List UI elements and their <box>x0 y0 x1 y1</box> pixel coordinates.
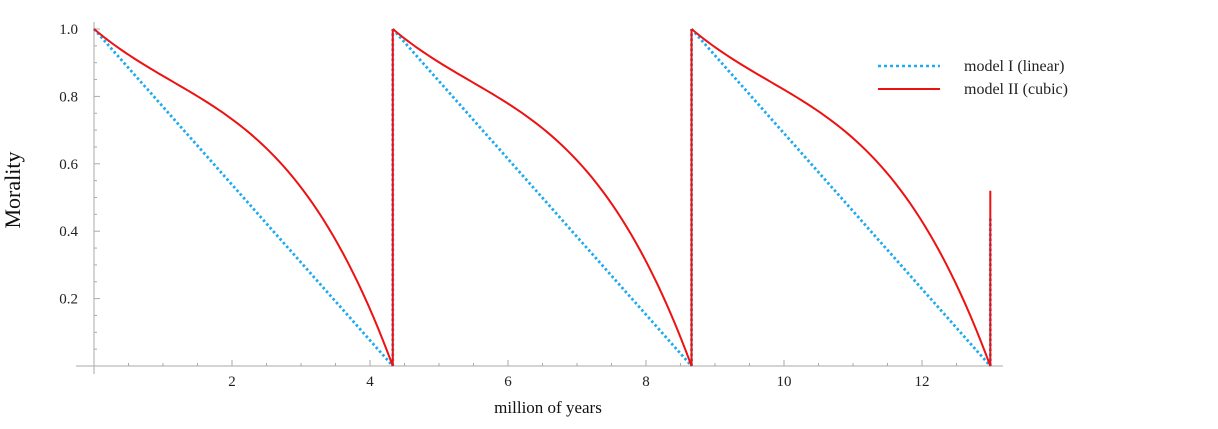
y-axis-title: Morality <box>0 152 25 229</box>
legend-label-cubic: model II (cubic) <box>964 81 1068 98</box>
x-axis-title: million of years <box>494 398 602 417</box>
y-tick-label: 0.8 <box>59 89 78 105</box>
x-tick-label: 8 <box>642 374 650 390</box>
series-cubic <box>93 28 992 367</box>
x-tick-label: 2 <box>228 374 236 390</box>
y-tick-label: 0.4 <box>59 224 78 240</box>
axes: 2 4 6 8 10 12 0.2 0.4 0.6 0.8 1.0 <box>59 22 1003 390</box>
y-tick-label: 0.6 <box>59 157 78 173</box>
legend: model I (linear) model II (cubic) <box>878 58 1068 98</box>
y-tick-label: 1.0 <box>59 22 78 38</box>
legend-label-linear: model I (linear) <box>964 58 1064 75</box>
x-tick-label: 6 <box>504 374 512 390</box>
x-tick-label: 12 <box>915 374 930 390</box>
x-tick-label: 10 <box>777 374 792 390</box>
series-linear <box>92 28 992 367</box>
y-tick-label: 0.2 <box>59 292 78 308</box>
x-tick-label: 4 <box>366 374 374 390</box>
plot-series <box>92 28 992 367</box>
